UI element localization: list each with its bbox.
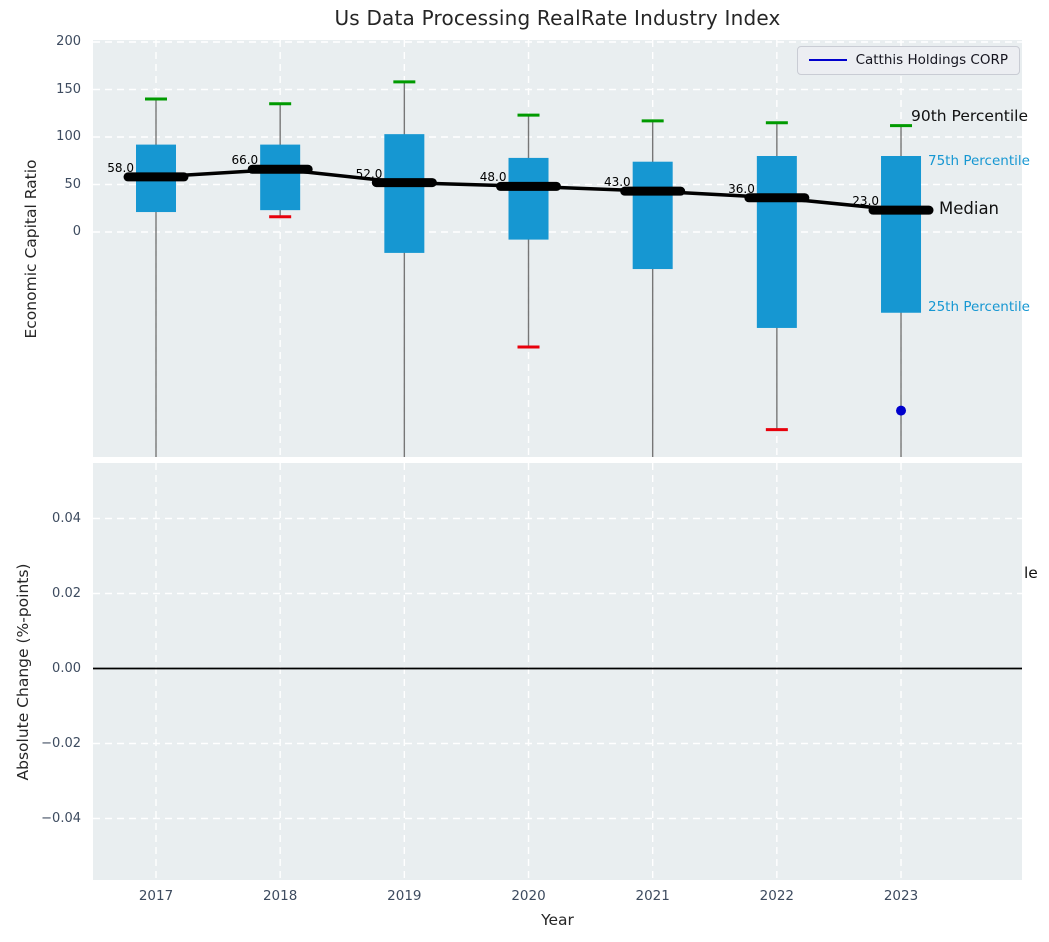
y-tick-label-bottom: 0.02 (11, 586, 81, 602)
median-annotation-2019: 52.0 (336, 168, 382, 181)
box-2021 (633, 162, 673, 269)
box-2020 (509, 158, 549, 240)
boxplot-canvas (93, 40, 1022, 457)
x-tick-label: 2018 (240, 888, 320, 904)
chart-title: Us Data Processing RealRate Industry Ind… (93, 6, 1022, 30)
median-annotation-2022: 36.0 (709, 183, 755, 196)
industry-index-chart: Us Data Processing RealRate Industry Ind… (0, 0, 1049, 942)
label-75th-percentile: 75th Percentile (928, 153, 1030, 169)
top-plot-area (93, 40, 1022, 457)
y-tick-label-bottom: 0.04 (11, 511, 81, 527)
y-tick-label-bottom: 0.00 (11, 661, 81, 677)
legend-label: Catthis Holdings CORP (856, 52, 1008, 68)
y-tick-label-top: 150 (11, 82, 81, 98)
bottom-plot-area (93, 463, 1022, 880)
company-point-2023 (896, 406, 906, 416)
label-median: Median (939, 199, 999, 218)
median-annotation-2018: 66.0 (212, 154, 258, 167)
median-annotation-2020: 48.0 (461, 171, 507, 184)
x-tick-label: 2023 (861, 888, 941, 904)
y-tick-label-top: 200 (11, 34, 81, 50)
y-tick-label-top: 0 (11, 224, 81, 240)
x-tick-label: 2020 (489, 888, 569, 904)
median-annotation-2017: 58.0 (88, 162, 134, 175)
y-tick-label-bottom: −0.04 (11, 811, 81, 827)
legend-line-sample (809, 59, 847, 61)
box-2019 (384, 134, 424, 253)
y-tick-label-top: 50 (11, 177, 81, 193)
median-annotation-2023: 23.0 (833, 195, 879, 208)
label-90th-percentile: 90th Percentile (911, 107, 1028, 125)
x-tick-label: 2019 (364, 888, 444, 904)
x-tick-label: 2021 (613, 888, 693, 904)
y-tick-label-top: 100 (11, 129, 81, 145)
box-2018 (260, 145, 300, 211)
y-tick-label-bottom: −0.02 (11, 736, 81, 752)
box-2023 (881, 156, 921, 313)
label-clipped-right: le (1024, 564, 1038, 582)
box-2022 (757, 156, 797, 328)
y-axis-label-top: Economic Capital Ratio (22, 139, 40, 359)
x-tick-label: 2017 (116, 888, 196, 904)
label-25th-percentile: 25th Percentile (928, 299, 1030, 315)
change-plot-canvas (93, 463, 1022, 880)
legend: Catthis Holdings CORP (797, 46, 1020, 75)
median-annotation-2021: 43.0 (585, 176, 631, 189)
x-tick-label: 2022 (737, 888, 817, 904)
x-axis-label: Year (93, 911, 1022, 929)
